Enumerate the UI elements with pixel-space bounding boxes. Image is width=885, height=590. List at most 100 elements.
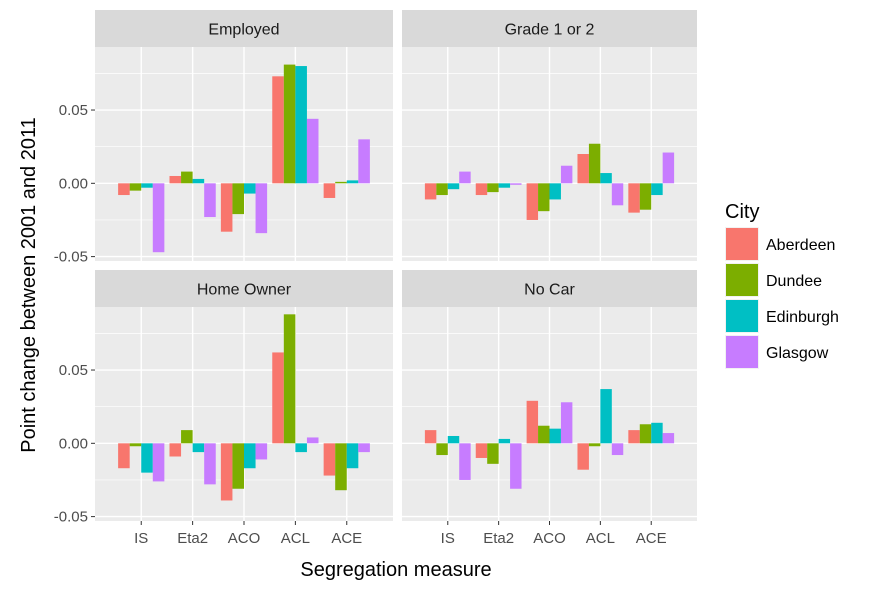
- bar-edinburgh-eta2: [498, 438, 511, 444]
- legend: City Aberdeen Dundee Edinburgh Glasgow: [725, 201, 839, 369]
- bar-glasgow-ace: [358, 139, 370, 184]
- y-tick-label: -0.05: [54, 509, 88, 526]
- x-tick-label: ACE: [331, 530, 362, 547]
- x-tick-label: ACO: [228, 530, 261, 547]
- y-tick-label: 0.05: [59, 102, 88, 119]
- bar-edinburgh-acl: [600, 173, 612, 184]
- y-tick-label: 0.00: [59, 175, 88, 192]
- bar-dundee-eta2: [487, 183, 499, 193]
- bar-edinburgh-acl: [295, 443, 307, 453]
- bar-edinburgh-aco: [549, 183, 561, 200]
- bar-dundee-eta2: [181, 171, 193, 184]
- bar-dundee-aco: [538, 183, 550, 212]
- bar-aberdeen-acl: [577, 154, 589, 184]
- bar-glasgow-aco: [255, 443, 268, 460]
- y-tick-label: 0.00: [59, 435, 88, 452]
- legend-swatch-edinburgh: [726, 300, 758, 332]
- bar-aberdeen-ace: [628, 430, 640, 444]
- bar-dundee-aco: [232, 443, 244, 489]
- bar-aberdeen-is: [424, 430, 437, 444]
- bar-aberdeen-ace: [323, 183, 336, 198]
- legend-label-aberdeen: Aberdeen: [766, 237, 835, 254]
- bar-edinburgh-aco: [549, 428, 561, 444]
- legend-swatch-dundee: [726, 264, 758, 296]
- bar-glasgow-eta2: [510, 183, 522, 185]
- bar-edinburgh-is: [141, 443, 153, 473]
- bar-edinburgh-acl: [600, 389, 612, 444]
- facet-title: Employed: [208, 22, 279, 39]
- bar-dundee-is: [436, 443, 448, 456]
- facet-strip: [95, 10, 393, 47]
- bar-aberdeen-is: [424, 183, 437, 200]
- legend-swatch-glasgow: [726, 336, 758, 368]
- x-axis-label: Segregation measure: [300, 559, 491, 581]
- bar-dundee-is: [129, 183, 142, 191]
- legend-swatch-aberdeen: [726, 228, 758, 260]
- facet-strip: [95, 270, 393, 307]
- bar-edinburgh-ace: [651, 422, 663, 444]
- bar-dundee-aco: [232, 183, 244, 215]
- x-tick-label: IS: [134, 530, 148, 547]
- bar-aberdeen-is: [118, 443, 130, 469]
- x-tick-label: Eta2: [483, 530, 514, 547]
- bar-dundee-aco: [538, 425, 550, 444]
- panel-1: Grade 1 or 2: [402, 10, 697, 261]
- bar-edinburgh-eta2: [192, 443, 205, 453]
- facet-strip: [402, 10, 697, 47]
- bar-aberdeen-eta2: [475, 443, 488, 458]
- bar-dundee-acl: [588, 143, 601, 184]
- bar-aberdeen-is: [118, 183, 130, 196]
- bar-glasgow-is: [459, 171, 471, 184]
- x-tick-label: ACL: [586, 530, 615, 547]
- bar-glasgow-eta2: [510, 443, 522, 489]
- panel-2: Home Owner: [95, 270, 393, 521]
- bar-aberdeen-acl: [272, 76, 284, 184]
- bar-edinburgh-is: [447, 435, 460, 444]
- bar-edinburgh-acl: [295, 66, 307, 184]
- panel-0: Employed: [95, 10, 393, 261]
- bar-aberdeen-acl: [272, 352, 284, 444]
- bar-glasgow-is: [152, 183, 165, 253]
- x-tick-label: Eta2: [177, 530, 208, 547]
- y-tick-label: 0.05: [59, 362, 88, 379]
- facet-title: Home Owner: [197, 282, 292, 299]
- bar-dundee-eta2: [181, 430, 193, 444]
- bar-glasgow-aco: [560, 402, 573, 444]
- bar-glasgow-acl: [611, 443, 624, 456]
- bar-aberdeen-acl: [577, 443, 589, 470]
- bar-dundee-acl: [588, 443, 601, 447]
- bar-dundee-eta2: [487, 443, 499, 464]
- bar-dundee-acl: [283, 314, 296, 444]
- x-tick-label: IS: [441, 530, 455, 547]
- bar-glasgow-acl: [306, 118, 319, 184]
- bar-glasgow-ace: [662, 152, 675, 184]
- bar-aberdeen-aco: [526, 183, 539, 220]
- bar-dundee-ace: [639, 183, 652, 210]
- bar-aberdeen-eta2: [169, 443, 182, 457]
- bar-glasgow-eta2: [204, 443, 216, 485]
- bar-glasgow-acl: [306, 437, 319, 444]
- bar-edinburgh-ace: [346, 180, 359, 184]
- x-tick-label: ACO: [533, 530, 566, 547]
- facet-title: No Car: [524, 282, 575, 299]
- bar-glasgow-is: [152, 443, 165, 482]
- panel-3: No Car: [402, 270, 697, 521]
- bar-edinburgh-ace: [346, 443, 359, 469]
- x-tick-label: ACL: [281, 530, 310, 547]
- legend-label-edinburgh: Edinburgh: [766, 309, 839, 326]
- axes: -0.05 0.00 0.05 -0.05 0.00 0.05 IS Eta2 ACO ACL AC…: [54, 102, 667, 547]
- y-tick-label: -0.05: [54, 249, 88, 266]
- bar-aberdeen-aco: [220, 183, 233, 232]
- bar-glasgow-acl: [611, 183, 624, 206]
- bar-glasgow-aco: [255, 183, 268, 234]
- bar-glasgow-eta2: [204, 183, 216, 218]
- bar-glasgow-ace: [358, 443, 370, 453]
- bar-glasgow-ace: [662, 433, 675, 444]
- bar-edinburgh-ace: [651, 183, 663, 196]
- bar-aberdeen-eta2: [169, 175, 182, 184]
- bar-dundee-ace: [335, 443, 347, 491]
- legend-label-glasgow: Glasgow: [766, 345, 829, 362]
- facet-title: Grade 1 or 2: [505, 22, 595, 39]
- bar-dundee-is: [129, 443, 142, 447]
